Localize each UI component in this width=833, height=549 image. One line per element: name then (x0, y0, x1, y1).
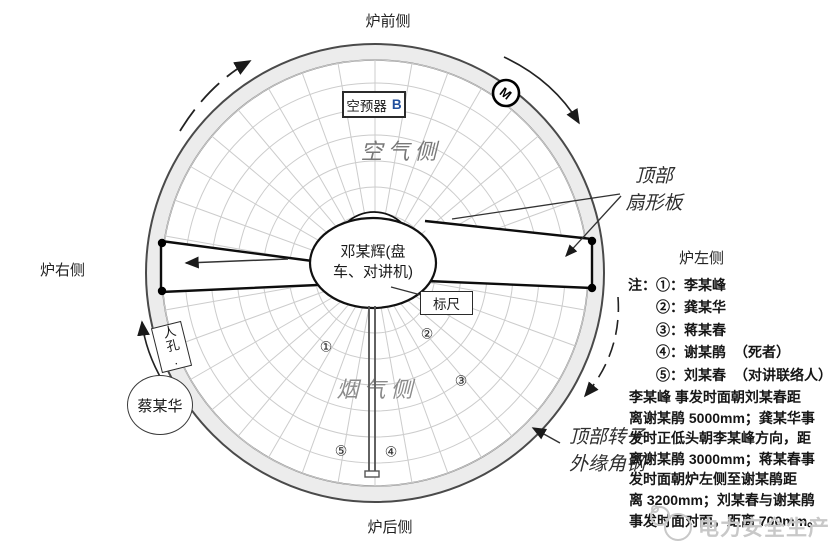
ruler-foot (364, 470, 380, 478)
furnace-back-label: 炉后侧 (367, 519, 413, 536)
sector-plate-band-right (424, 219, 594, 290)
ruler-label-box: 标尺 (420, 291, 473, 315)
legend-list: ①：李某峰 ②：龚某华 ③：蒋某春 ④：谢某鹃 （死者） ⑤：刘某春 （对讲联络人） (656, 274, 832, 386)
center-person-line1: 邓某辉(盘 (340, 243, 406, 261)
person-circle-cai: 蔡某华 (127, 375, 193, 435)
legend-item-3: ③：蒋某春 (656, 321, 726, 338)
description-line: 离谢某鹃 5000mm；龚某华事 (629, 409, 815, 426)
description-line: 发时面朝炉左侧至谢某鹃距 (629, 471, 797, 488)
center-bubble-outline (308, 216, 438, 310)
legend-item-4: ④：谢某鹃 （死者） (656, 344, 790, 361)
position-marker-5: ⑤ (334, 442, 348, 459)
position-marker-4: ④ (384, 443, 398, 460)
legend-item-2: ②：龚某华 (656, 299, 726, 316)
sector-plate-arrow (184, 256, 289, 269)
rim-steel-callout-line2: 外缘角钢 (568, 453, 646, 475)
legend-item-5: ⑤：刘某春 （对讲联络人） (656, 366, 832, 383)
rotation-arrow-right (583, 296, 620, 398)
description-line: 离谢某鹃 3000mm；蒋某春事 (629, 450, 815, 467)
description-line: 事发时面对面，距离 700mm。 (629, 512, 822, 529)
center-person-line2: 车、对讲机) (333, 263, 413, 280)
sector-plate-callout: 顶部 扇形板 (625, 163, 682, 217)
furnace-left-label: 炉左侧 (679, 250, 725, 267)
sector-plate-leader-line (451, 193, 621, 220)
ruler-leader-line (390, 286, 422, 296)
description-line: 李某峰 事发时面朝刘某春距 (629, 389, 801, 405)
legend-notes: 注： ①：李某峰 ②：龚某华 ③：蒋某春 ④：谢某鹃 （死者） ⑤：刘某春 （对讲联… (628, 274, 832, 386)
rim-steel-callout: 顶部转子 外缘角钢 (569, 424, 645, 478)
incident-description: 李某峰 事发时面朝刘某春距 离谢某鹃 5000mm；龚某华事 发时正低头朝李某峰… (629, 387, 827, 531)
legend-item-1: ①：李某峰 (656, 277, 726, 293)
rim-steel-callout-line1: 顶部转子 (568, 426, 646, 448)
sector-plate-callout-line2: 扇形板 (625, 192, 683, 214)
rim-steel-leader-arrow (531, 427, 561, 444)
description-line: 离 3200mm；刘某春与谢某鹃 (629, 491, 815, 508)
description-line: 发时正低头朝李某峰方向，距 (629, 430, 811, 447)
rotation-arrow-top-left (179, 60, 252, 132)
motor-icon: M (491, 78, 521, 108)
legend-prefix: 注： (628, 277, 656, 293)
manhole-label: 人孔. (159, 323, 185, 371)
watermark-text: 电力安全生产 (698, 517, 830, 540)
furnace-right-label: 炉右侧 (40, 262, 86, 279)
position-marker-3: ③ (454, 372, 468, 389)
sector-plate-corner-dots (157, 236, 597, 296)
position-marker-1: ① (319, 338, 333, 355)
gas-side-label: 烟气侧 (336, 378, 418, 403)
rotation-arrow-top-right (503, 56, 580, 125)
sector-plate-leader-arrow (565, 195, 622, 257)
furnace-front-label: 炉前侧 (365, 13, 411, 30)
device-title-box: 空预器 B (342, 91, 406, 118)
sector-plate-band-left (159, 239, 321, 294)
device-name: 空预器 (346, 98, 387, 114)
device-unit: B (391, 97, 402, 112)
air-side-label: 空气侧 (360, 140, 442, 165)
watermark-mascot-icon (650, 505, 692, 541)
center-person-label: 邓某辉(盘 车、对讲机) (333, 243, 413, 282)
position-marker-2: ② (420, 325, 434, 342)
sector-plate-callout-line1: 顶部 (634, 165, 674, 187)
